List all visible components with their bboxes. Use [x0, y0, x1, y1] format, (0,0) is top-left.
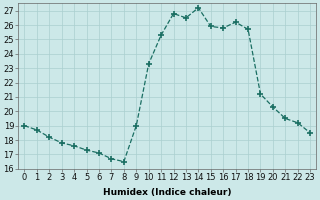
X-axis label: Humidex (Indice chaleur): Humidex (Indice chaleur): [103, 188, 232, 197]
